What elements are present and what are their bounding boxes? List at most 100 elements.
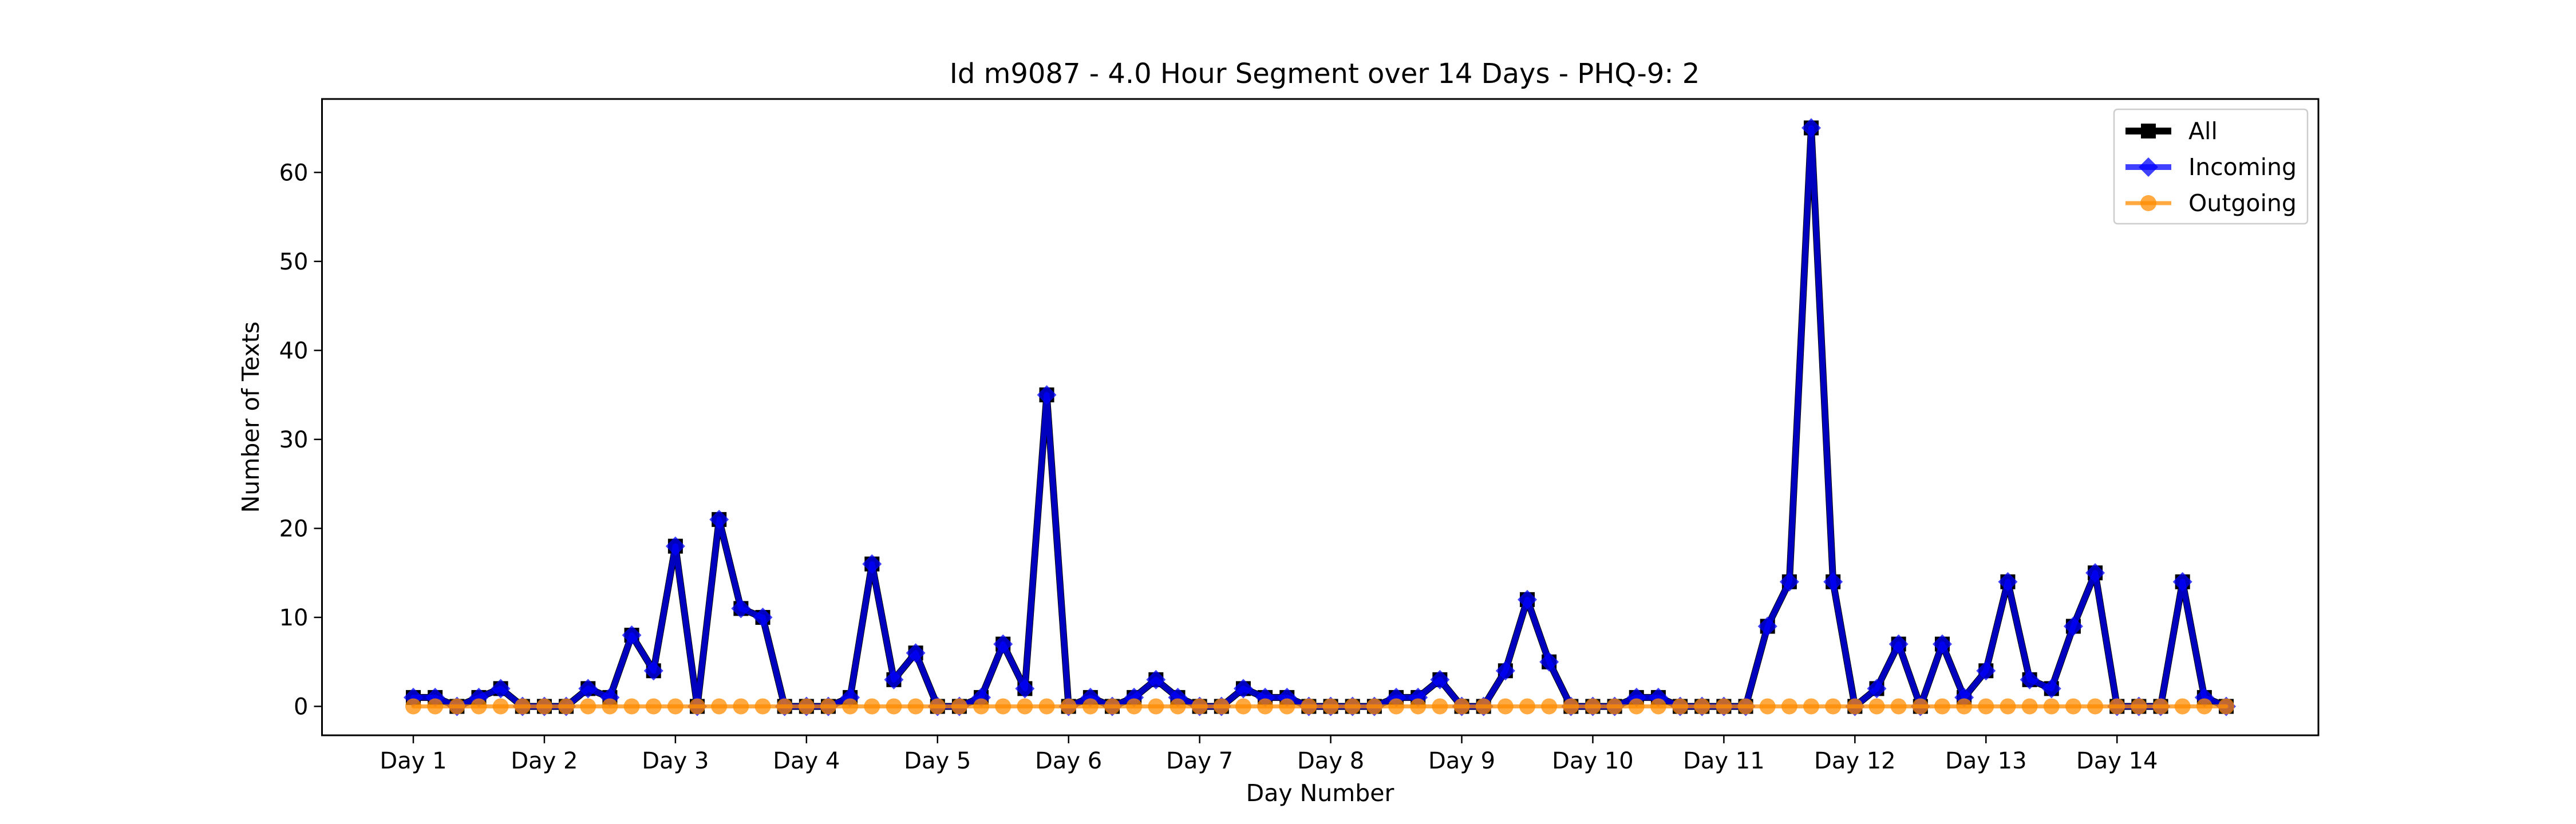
data-point-outgoing xyxy=(471,698,487,715)
x-tick-label: Day 2 xyxy=(511,748,578,774)
data-point-outgoing xyxy=(1322,698,1339,715)
data-point-incoming xyxy=(1779,572,1799,592)
data-point-outgoing xyxy=(558,698,575,715)
plot-area-frame xyxy=(321,98,2320,736)
legend-label: All xyxy=(2188,117,2218,145)
data-point-outgoing xyxy=(645,698,662,715)
data-point-incoming xyxy=(1998,572,2018,592)
legend-item-outgoing: Outgoing xyxy=(2125,189,2297,217)
data-point-outgoing xyxy=(2065,698,2081,715)
data-point-outgoing xyxy=(820,698,836,715)
data-point-outgoing xyxy=(711,698,728,715)
x-tick-label: Day 11 xyxy=(1683,748,1765,774)
legend-label: Outgoing xyxy=(2188,189,2297,217)
x-axis: Day 1 Day 2 Day 3 Day 4 Day 5 Day 6 Day 7 Day 8… xyxy=(380,735,2158,774)
data-point-incoming xyxy=(1233,679,1253,699)
data-point-outgoing xyxy=(1191,698,1208,715)
data-point-outgoing xyxy=(1432,698,1448,715)
data-point-outgoing xyxy=(1563,698,1579,715)
data-point-incoming xyxy=(1801,118,1822,138)
y-tick-label: 40 xyxy=(279,338,309,364)
data-point-incoming xyxy=(1976,661,1996,681)
data-point-outgoing xyxy=(864,698,880,715)
data-point-outgoing xyxy=(2000,698,2016,715)
data-point-outgoing xyxy=(1060,698,1077,715)
data-point-outgoing xyxy=(842,698,859,715)
data-point-incoming xyxy=(993,634,1013,654)
y-tick-label: 10 xyxy=(279,605,309,631)
y-tick-label: 50 xyxy=(279,249,309,275)
chart-title: Id m9087 - 4.0 Hour Segment over 14 Days… xyxy=(950,58,1700,90)
data-point-outgoing xyxy=(1082,698,1099,715)
data-point-outgoing xyxy=(1868,698,1885,715)
data-point-outgoing xyxy=(1366,698,1382,715)
x-tick-label: Day 5 xyxy=(904,748,971,774)
data-point-incoming xyxy=(862,554,882,574)
data-point-incoming xyxy=(1867,679,1887,699)
y-tick-label: 30 xyxy=(279,427,309,453)
x-tick-label: Day 1 xyxy=(380,748,447,774)
data-point-outgoing xyxy=(623,698,640,715)
data-point-incoming xyxy=(906,643,926,663)
x-tick-label: Day 8 xyxy=(1297,748,1364,774)
data-point-outgoing xyxy=(2152,698,2169,715)
data-point-outgoing xyxy=(536,698,552,715)
legend: All Incoming Outgoing xyxy=(2113,108,2309,225)
data-point-outgoing xyxy=(2174,698,2191,715)
data-point-outgoing xyxy=(2109,698,2125,715)
data-point-outgoing xyxy=(1606,698,1623,715)
data-point-outgoing xyxy=(1038,698,1055,715)
data-point-incoming xyxy=(1539,652,1559,672)
y-axis: 0 10 20 30 40 50 60 xyxy=(279,160,322,720)
data-point-incoming xyxy=(1037,385,1057,405)
data-point-outgoing xyxy=(995,698,1012,715)
data-point-incoming xyxy=(884,670,904,690)
data-point-outgoing xyxy=(2043,698,2060,715)
data-point-incoming xyxy=(1932,634,1952,654)
data-point-outgoing xyxy=(1104,698,1121,715)
data-point-outgoing xyxy=(1126,698,1143,715)
series-outgoing xyxy=(405,698,2234,715)
data-point-outgoing xyxy=(1847,698,1863,715)
data-point-incoming xyxy=(1146,670,1166,690)
data-point-incoming xyxy=(2172,572,2192,592)
data-point-outgoing xyxy=(929,698,946,715)
data-point-outgoing xyxy=(449,698,465,715)
data-point-incoming xyxy=(1823,572,1843,592)
legend-label: Incoming xyxy=(2188,153,2297,181)
data-point-outgoing xyxy=(1737,698,1754,715)
data-point-outgoing xyxy=(886,698,902,715)
data-point-outgoing xyxy=(1890,698,1907,715)
data-point-outgoing xyxy=(667,698,683,715)
data-point-incoming xyxy=(665,536,685,556)
data-point-outgoing xyxy=(798,698,815,715)
data-point-outgoing xyxy=(427,698,444,715)
data-point-incoming xyxy=(1517,589,1537,609)
data-point-incoming xyxy=(578,679,598,699)
data-point-outgoing xyxy=(1388,698,1405,715)
data-point-outgoing xyxy=(1235,698,1251,715)
y-axis-label: Number of Texts xyxy=(237,322,264,513)
data-point-outgoing xyxy=(776,698,793,715)
data-point-outgoing xyxy=(2131,698,2147,715)
data-point-incoming xyxy=(731,599,751,619)
data-point-outgoing xyxy=(492,698,509,715)
legend-swatch-marker xyxy=(2140,195,2156,211)
data-point-incoming xyxy=(1888,634,1909,654)
data-point-outgoing xyxy=(1781,698,1797,715)
data-point-incoming xyxy=(2063,616,2083,636)
data-point-incoming xyxy=(2085,563,2105,583)
data-point-outgoing xyxy=(1301,698,1317,715)
legend-item-all: All xyxy=(2125,117,2218,145)
x-tick-label: Day 10 xyxy=(1552,748,1634,774)
data-point-outgoing xyxy=(1148,698,1164,715)
data-point-outgoing xyxy=(2021,698,2038,715)
data-point-outgoing xyxy=(2196,698,2212,715)
data-point-outgoing xyxy=(1912,698,1929,715)
x-tick-label: Day 12 xyxy=(1814,748,1896,774)
data-point-incoming xyxy=(1015,679,1035,699)
x-tick-label: Day 9 xyxy=(1428,748,1495,774)
data-point-outgoing xyxy=(1978,698,1994,715)
data-point-outgoing xyxy=(689,698,706,715)
